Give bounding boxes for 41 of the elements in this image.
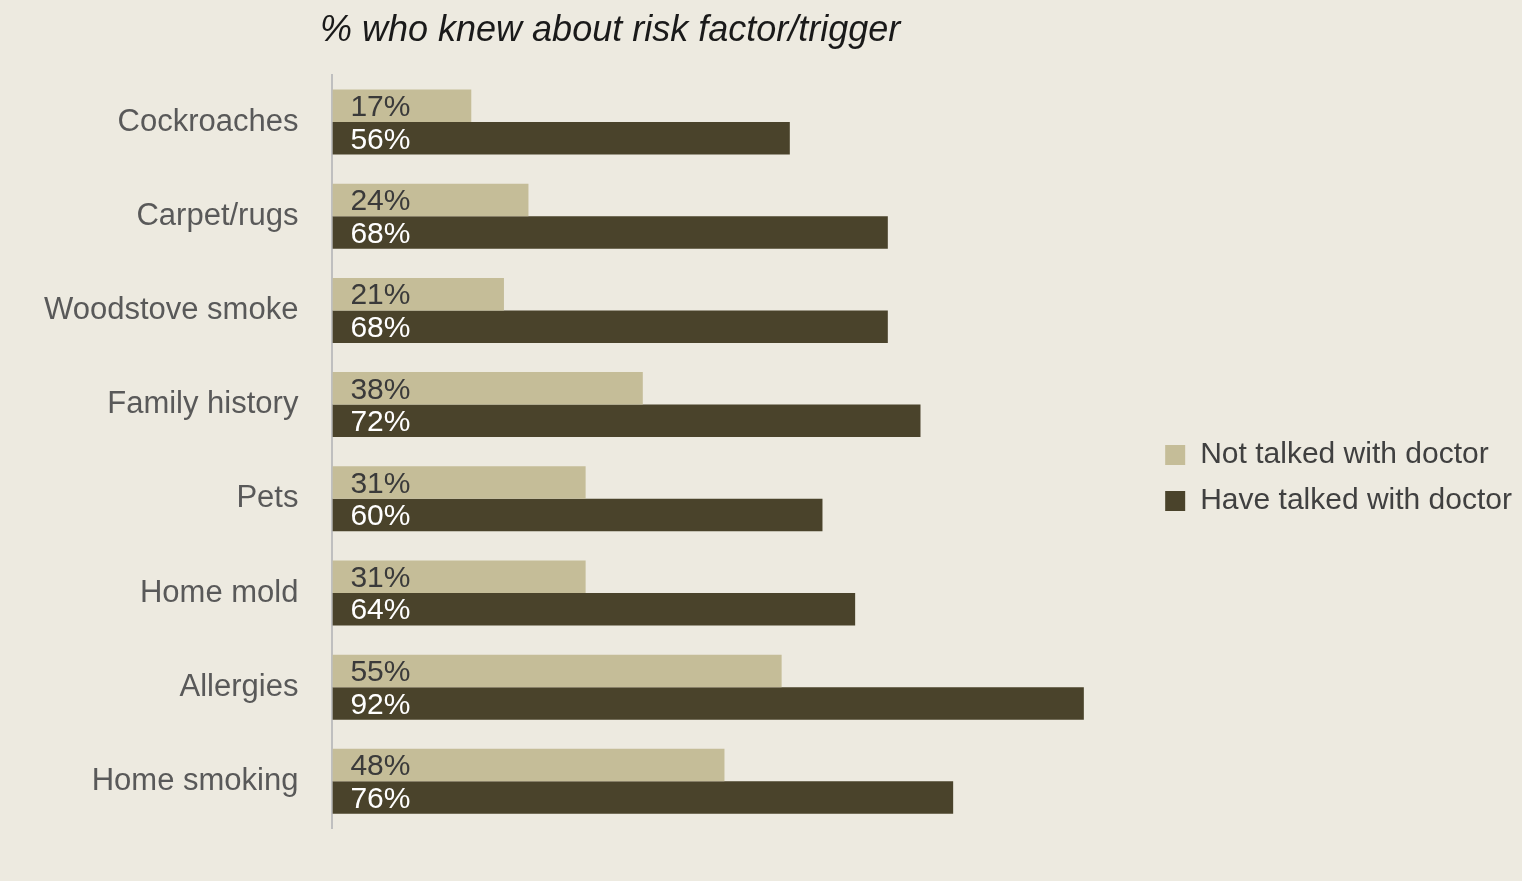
data-label: 92% [350,686,411,720]
bar [332,372,643,405]
bar [332,498,823,532]
y-tick-label: Woodstove smoke [44,290,299,326]
bar [332,560,586,593]
bar [332,748,725,782]
y-tick-label: Carpet/rugs [136,196,299,232]
y-tick-label: Cockroaches [117,102,299,138]
y-tick-label: Home mold [139,573,299,609]
bar [332,654,782,688]
data-label: 48% [350,748,411,782]
data-label: 21% [350,277,411,311]
y-tick-label: Family history [107,385,299,421]
bar [332,592,856,626]
data-label: 64% [350,592,411,626]
legend-label: Not talked with doctor [1200,436,1489,470]
data-label: 68% [350,215,411,249]
bar [332,183,529,217]
bar [332,466,586,499]
chart-title: % who knew about risk factor/trigger [320,8,901,50]
y-tick-label: Allergies [179,667,299,703]
bar [332,310,888,343]
data-label: 68% [350,309,411,343]
data-label: 55% [350,654,411,688]
bar [332,216,888,249]
data-label: 60% [350,498,411,532]
data-label: 38% [350,371,411,405]
data-label: 76% [350,780,411,814]
y-tick-label: Pets [236,479,299,515]
data-label: 31% [350,465,411,499]
bar [332,781,954,814]
bar [332,122,790,155]
bar [332,687,1084,720]
data-label: 17% [350,89,411,123]
data-label: 24% [350,183,411,217]
data-label: 72% [350,404,411,438]
bar [332,404,921,438]
legend-label: Have talked with doctor [1200,482,1513,516]
data-label: 31% [350,559,411,593]
data-label: 56% [350,121,411,155]
y-tick-label: Home smoking [91,761,299,797]
